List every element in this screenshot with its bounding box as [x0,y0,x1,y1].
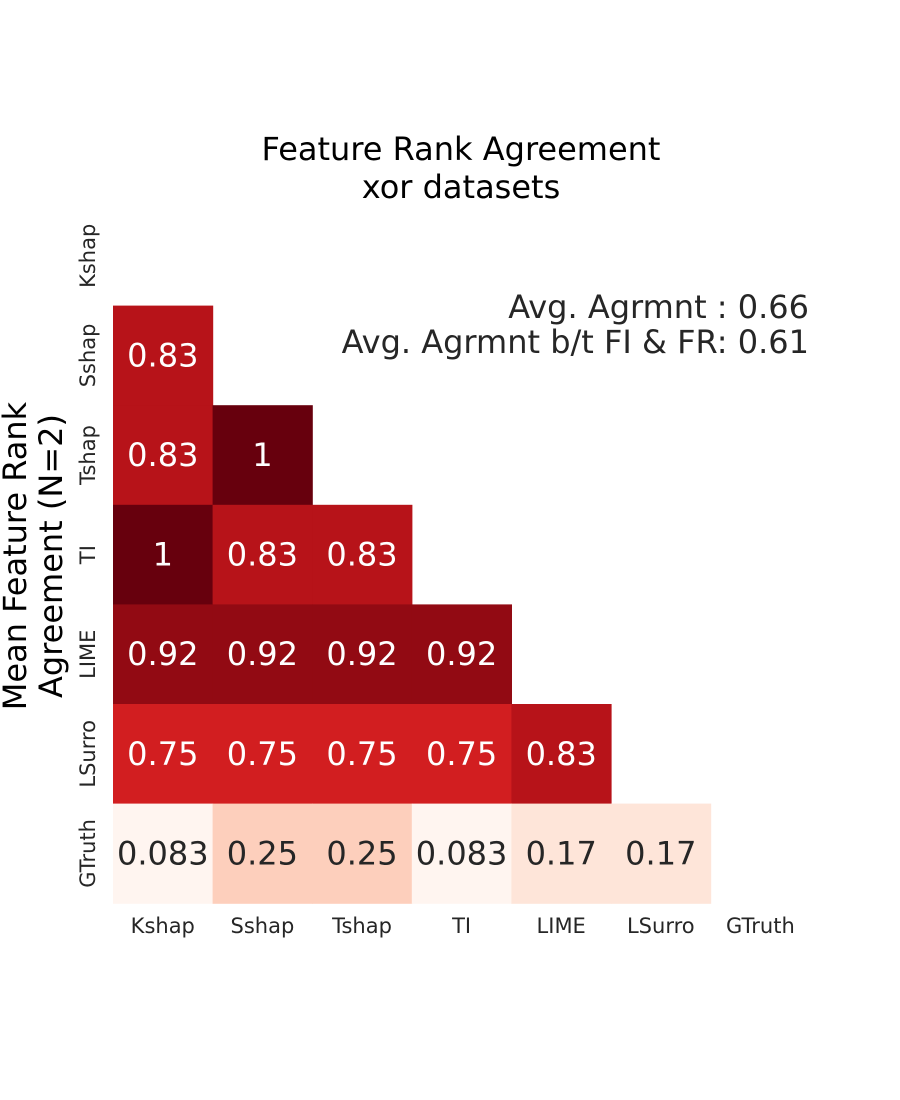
x-tick-label: Kshap [131,914,195,938]
x-tick-label: LSurro [627,914,695,938]
heatmap-cell-label: 0.92 [227,635,298,673]
annotation-avg-agreement: Avg. Agrmnt : 0.66 [508,288,809,326]
y-axis-label-line-1: Mean Feature Rank [0,401,34,710]
heatmap-cell [511,803,612,904]
heatmap-cell-label: 0.25 [326,834,397,872]
heatmap-cell-label: 0.17 [526,834,597,872]
heatmap-cell-label: 0.083 [117,834,209,872]
heatmap-cell [212,604,313,705]
heatmap-cell-label: 0.83 [127,436,198,474]
heatmap-cell-label: 1 [252,436,272,474]
heatmap-cell-label: 0.92 [426,635,497,673]
x-tick-label: Tshap [331,914,392,938]
y-tick-label: LSurro [76,720,100,788]
heatmap-cell [212,405,313,506]
heatmap-cell [212,504,313,605]
heatmap-cell [511,704,612,805]
heatmap-cell [312,803,413,904]
heatmap-cell-label: 0.25 [227,834,298,872]
heatmap-cell [312,504,413,605]
chart-title-line-1: Feature Rank Agreement [262,130,661,168]
heatmap-cell [113,504,214,605]
heatmap-cell-label: 0.92 [127,635,198,673]
heatmap-cell-label: 0.75 [326,735,397,773]
chart-title: Feature Rank Agreement xor datasets [262,130,661,206]
heatmap-cell [411,803,512,904]
heatmap-cell [113,305,214,406]
heatmap-cell-label: 0.75 [227,735,298,773]
y-tick-label: Tshap [76,425,100,486]
heatmap-cell-label: 0.17 [625,834,696,872]
heatmap-cell-label: 0.83 [127,336,198,374]
heatmap-cell [113,405,214,506]
y-axis-label: Mean Feature Rank Agreement (N=2) [0,401,70,710]
heatmap-cell-label: 0.83 [326,536,397,574]
heatmap-cell-label: 0.75 [127,735,198,773]
heatmap-cell [113,604,214,705]
heatmap-cell [611,803,712,904]
y-tick-label: LIME [76,630,100,679]
x-tick-labels: Kshap Sshap Tshap TI LIME LSurro GTruth [131,914,795,938]
x-tick-label: TI [451,914,471,938]
annotation-block: Avg. Agrmnt : 0.66 Avg. Agrmnt b/t FI & … [342,288,809,361]
y-axis-label-line-2: Agreement (N=2) [32,414,70,698]
heatmap-cell [113,704,214,805]
chart-title-line-2: xor datasets [362,168,561,206]
heatmap-cell [212,803,313,904]
heatmap-cell-label: 0.92 [326,635,397,673]
x-tick-label: GTruth [726,914,795,938]
heatmap-cell-label: 0.083 [416,834,508,872]
heatmap-cell-label: 0.83 [526,735,597,773]
heatmap-cell [312,604,413,705]
y-tick-label: TI [76,545,100,565]
heatmap-cells: 0.83 0.83 1 1 0.83 0.83 0.92 0.92 0.92 0.92 0.75 0.… [113,305,712,904]
heatmap-cell [312,704,413,805]
heatmap-cell [212,704,313,805]
x-tick-label: LIME [537,914,586,938]
heatmap-cell-label: 0.75 [426,735,497,773]
heatmap-cell-label: 1 [153,536,173,574]
annotation-avg-agreement-fi-fr: Avg. Agrmnt b/t FI & FR: 0.61 [342,323,809,361]
y-tick-label: Kshap [76,224,100,288]
heatmap-cell-label: 0.83 [227,536,298,574]
x-tick-label: Sshap [231,914,295,938]
y-tick-label: Sshap [76,324,100,388]
heatmap-cell [411,704,512,805]
heatmap-cell [411,604,512,705]
y-tick-labels: Kshap Sshap Tshap TI LIME LSurro GTruth [76,224,100,888]
y-tick-label: GTruth [76,819,100,888]
heatmap-cell [113,803,214,904]
